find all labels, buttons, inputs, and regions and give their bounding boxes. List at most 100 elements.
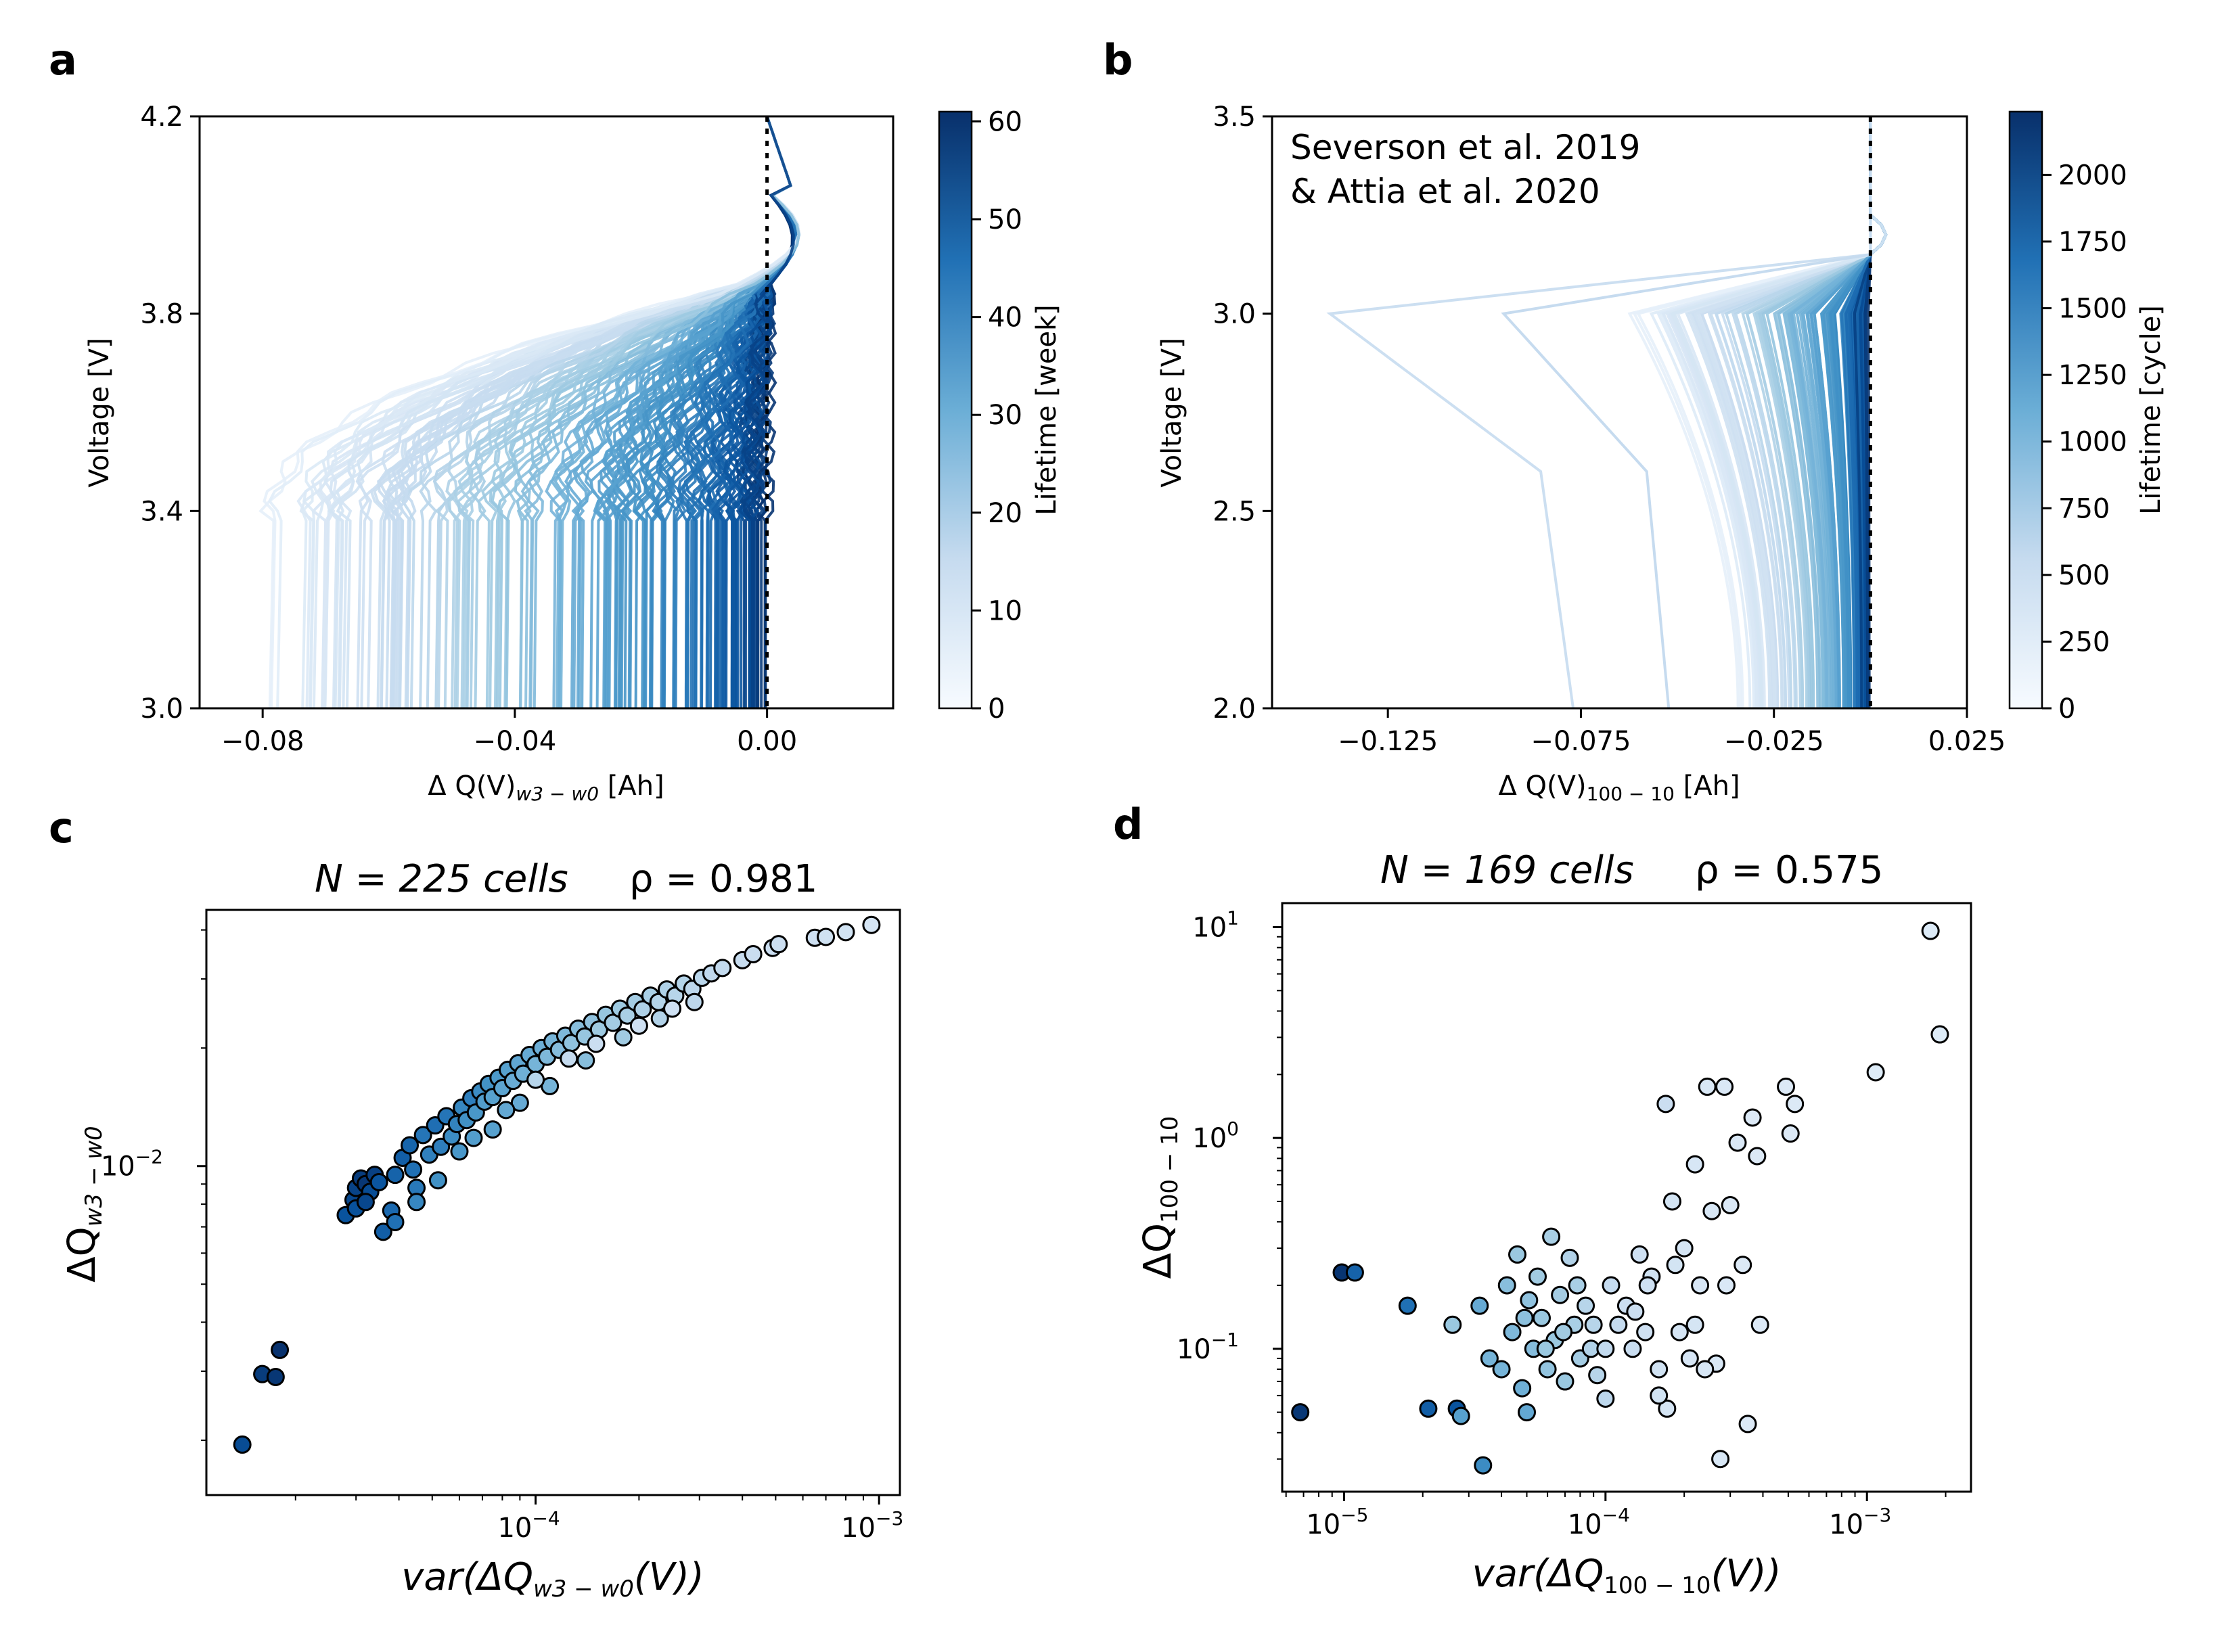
scatter-point bbox=[1538, 1360, 1557, 1379]
scatter-point bbox=[1866, 1063, 1885, 1082]
scatter-point bbox=[404, 1160, 423, 1179]
scatter-point bbox=[862, 915, 881, 934]
y-tick-label: 3.0 bbox=[140, 693, 183, 725]
panel-c-title-n: N = 225 cells bbox=[315, 857, 568, 901]
y-tick-label: 101 bbox=[1192, 907, 1239, 944]
scatter-point bbox=[1781, 1124, 1800, 1143]
x-tick-label: −0.125 bbox=[1338, 726, 1438, 757]
panel-c-axes-frame bbox=[205, 909, 901, 1496]
scatter-point bbox=[1556, 1372, 1575, 1391]
scatter-point bbox=[1443, 1315, 1462, 1334]
scatter-point bbox=[1698, 1077, 1717, 1096]
scatter-point bbox=[1748, 1147, 1767, 1166]
panel-c-points bbox=[233, 915, 881, 1454]
scatter-point bbox=[1554, 1323, 1573, 1341]
scatter-point bbox=[1636, 1323, 1655, 1341]
panel-b-axes-frame bbox=[1271, 115, 1968, 710]
scatter-point bbox=[650, 1009, 669, 1028]
scatter-point bbox=[1666, 1256, 1685, 1275]
scatter-point bbox=[1508, 1245, 1527, 1264]
scatter-point bbox=[1291, 1403, 1310, 1422]
scatter-point bbox=[744, 944, 763, 963]
scatter-point bbox=[1345, 1263, 1364, 1282]
scatter-point bbox=[1623, 1339, 1642, 1358]
panel-d-scatter-chart: N = 169 cells ρ = 0.575 10−5 10−4 10−3 10−… bbox=[1136, 848, 1972, 1599]
colorbar-tick-label: 1250 bbox=[2058, 360, 2127, 391]
scatter-point bbox=[1584, 1315, 1603, 1334]
scatter-point bbox=[1480, 1349, 1499, 1368]
scatter-point bbox=[663, 999, 682, 1018]
scatter-point bbox=[413, 1126, 432, 1145]
panel-d-y-label: ΔQ100 − 10 bbox=[1136, 1116, 1183, 1279]
x-tick-label: 10−5 bbox=[1306, 1504, 1368, 1540]
y-tick-exponent: 0 bbox=[1227, 1118, 1239, 1140]
colorbar-tick-label: 750 bbox=[2058, 493, 2110, 524]
scatter-point bbox=[1702, 1201, 1721, 1220]
scatter-point bbox=[401, 1136, 420, 1155]
scatter-point bbox=[1711, 1450, 1730, 1469]
panel-a-y-label: Voltage [V] bbox=[84, 338, 115, 487]
scatter-point bbox=[1650, 1360, 1669, 1379]
scatter-point bbox=[1518, 1403, 1537, 1422]
x-tick-exponent: −5 bbox=[1340, 1504, 1368, 1526]
scatter-point bbox=[1497, 1276, 1516, 1295]
y-tick-label: 100 bbox=[1192, 1118, 1239, 1154]
scatter-point bbox=[576, 1051, 595, 1070]
scatter-point bbox=[769, 935, 788, 954]
scatter-point bbox=[1474, 1456, 1493, 1475]
scatter-point bbox=[817, 927, 836, 946]
panel-a-y-ticks: 3.0 3.4 3.8 4.2 bbox=[140, 101, 200, 725]
scatter-point bbox=[1602, 1276, 1621, 1295]
scatter-point bbox=[1658, 1399, 1677, 1418]
colorbar-tick-label: 0 bbox=[988, 693, 1005, 725]
scatter-point bbox=[1680, 1349, 1699, 1368]
y-tick-label: 3.8 bbox=[140, 299, 183, 330]
panel-d-title-n: N = 169 cells bbox=[1380, 848, 1634, 892]
x-tick-label: 0.00 bbox=[737, 726, 797, 757]
panel-d-x-label: var(ΔQ100 − 10(V)) bbox=[1472, 1552, 1782, 1599]
scatter-point bbox=[1930, 1025, 1949, 1044]
scatter-point bbox=[450, 1142, 469, 1161]
scatter-point bbox=[1734, 1256, 1752, 1275]
panel-d-x-ticks: 10−5 10−4 10−3 bbox=[1285, 1492, 1947, 1540]
scatter-point bbox=[587, 1034, 606, 1053]
panel-a-axes-frame bbox=[198, 115, 894, 710]
scatter-point bbox=[1750, 1315, 1769, 1334]
y-tick-exponent: 1 bbox=[1227, 907, 1239, 930]
panel-b-colorbar-ticks: 0 250 500 750 1000 1250 1500 1750 2000 bbox=[2042, 160, 2127, 725]
colorbar-tick-label: 1000 bbox=[2058, 427, 2127, 458]
scatter-point bbox=[1685, 1315, 1704, 1334]
scatter-point bbox=[1685, 1155, 1704, 1174]
scatter-point bbox=[464, 1128, 483, 1147]
panel-a-colorbar-label: Lifetime [week] bbox=[1031, 304, 1062, 515]
y-tick-label: 3.5 bbox=[1213, 101, 1256, 133]
scatter-point bbox=[1528, 1267, 1547, 1286]
y-tick-label: 3.4 bbox=[140, 496, 183, 527]
panel-b-colorbar bbox=[2008, 110, 2043, 710]
scatter-point bbox=[1515, 1308, 1534, 1327]
scatter-point bbox=[1656, 1095, 1675, 1114]
colorbar-tick-label: 250 bbox=[2058, 626, 2110, 658]
colorbar-tick-label: 60 bbox=[988, 106, 1022, 137]
panel-label-a: a bbox=[49, 35, 77, 85]
scatter-point bbox=[1696, 1360, 1715, 1379]
scatter-point bbox=[428, 1171, 447, 1190]
panel-d-points bbox=[1291, 921, 1949, 1475]
scatter-point bbox=[614, 1028, 633, 1047]
panel-a-x-ticks: −0.08 −0.04 0.00 bbox=[221, 708, 797, 757]
scatter-point bbox=[1536, 1339, 1555, 1358]
scatter-point bbox=[1738, 1415, 1757, 1433]
x-tick-label: 10−3 bbox=[841, 1507, 903, 1544]
x-tick-label: −0.075 bbox=[1531, 726, 1631, 757]
y-tick-label: 3.0 bbox=[1213, 299, 1256, 330]
scatter-point bbox=[386, 1212, 405, 1231]
scatter-point bbox=[1786, 1095, 1805, 1114]
scatter-point bbox=[1596, 1339, 1615, 1358]
scatter-point bbox=[1715, 1077, 1734, 1096]
panel-b-annotation-line-2: & Attia et al. 2020 bbox=[1290, 172, 1600, 211]
y-tick-label: 10−1 bbox=[1177, 1329, 1239, 1365]
panela-curve bbox=[744, 116, 795, 708]
scatter-point bbox=[1717, 1276, 1736, 1295]
panel-d-axes-frame bbox=[1281, 902, 1972, 1493]
